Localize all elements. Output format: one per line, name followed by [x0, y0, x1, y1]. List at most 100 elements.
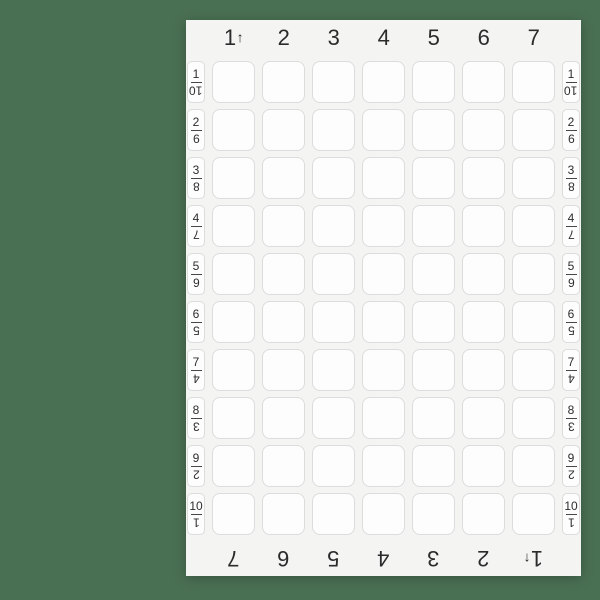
fraction-bar [190, 465, 202, 467]
board-cell[interactable] [362, 205, 405, 247]
fraction-bar [565, 225, 577, 227]
board-cell[interactable] [512, 349, 555, 391]
row-number-opposite-rotated: 9 [192, 131, 200, 146]
board-cell[interactable] [312, 253, 355, 295]
board-cell[interactable] [362, 109, 405, 151]
column-number: 4 [377, 25, 390, 50]
board-cell[interactable] [212, 253, 255, 295]
fraction-bar [190, 417, 202, 419]
board-cell[interactable] [512, 109, 555, 151]
board-cell[interactable] [512, 205, 555, 247]
row-label-right: 10 1 [562, 493, 580, 535]
board-cell[interactable] [362, 445, 405, 487]
board-cell[interactable] [362, 349, 405, 391]
board-cell[interactable] [262, 61, 305, 103]
board-cell[interactable] [262, 205, 305, 247]
row-number-opposite-rotated: 3 [192, 419, 200, 434]
board-cell[interactable] [212, 157, 255, 199]
board-cell[interactable] [312, 61, 355, 103]
board-cell[interactable] [412, 349, 455, 391]
fraction-bar [565, 513, 577, 515]
board-cell[interactable] [362, 253, 405, 295]
row-number: 9 [192, 450, 200, 465]
board-cell[interactable] [362, 397, 405, 439]
board-cell[interactable] [462, 253, 505, 295]
board-cell[interactable] [462, 61, 505, 103]
board-cell[interactable] [262, 445, 305, 487]
board-cell[interactable] [362, 157, 405, 199]
board-cell[interactable] [512, 445, 555, 487]
board-cell[interactable] [512, 253, 555, 295]
board-cell[interactable] [312, 157, 355, 199]
board-cell[interactable] [412, 301, 455, 343]
row-number: 1 [567, 66, 575, 81]
board-cell[interactable] [512, 157, 555, 199]
board-cell[interactable] [412, 205, 455, 247]
board-cell[interactable] [412, 61, 455, 103]
board-cell[interactable] [462, 349, 505, 391]
row-label-left: 10 1 [187, 493, 205, 535]
column-top-label: 5 [412, 25, 455, 51]
board-cell[interactable] [212, 109, 255, 151]
row-number: 9 [567, 450, 575, 465]
board-cell[interactable] [262, 157, 305, 199]
row-number: 2 [567, 114, 575, 129]
board-cell[interactable] [462, 445, 505, 487]
board-cell[interactable] [212, 397, 255, 439]
column-number: 7 [227, 546, 240, 571]
row-label-left: 1 10 [187, 61, 205, 103]
board-cell[interactable] [312, 397, 355, 439]
row-number-opposite-rotated: 7 [192, 227, 200, 242]
board-cell[interactable] [462, 157, 505, 199]
board-cell[interactable] [212, 301, 255, 343]
fraction-bar [565, 273, 577, 275]
board-cell[interactable] [412, 253, 455, 295]
board-cell[interactable] [212, 205, 255, 247]
board-cell[interactable] [262, 301, 305, 343]
row-number-opposite-rotated: 10 [189, 83, 203, 98]
board-cell[interactable] [462, 397, 505, 439]
board-cell[interactable] [262, 253, 305, 295]
board-cell[interactable] [362, 301, 405, 343]
board-cell[interactable] [212, 61, 255, 103]
board-cell[interactable] [462, 205, 505, 247]
board-cell[interactable] [312, 205, 355, 247]
board-cell[interactable] [512, 301, 555, 343]
board-cell[interactable] [262, 349, 305, 391]
board-cell[interactable] [212, 349, 255, 391]
row-number-opposite-rotated: 1 [192, 515, 200, 530]
board-cell[interactable] [462, 109, 505, 151]
row-number-opposite-rotated: 2 [567, 467, 575, 482]
board-cell[interactable] [212, 445, 255, 487]
board-cell[interactable] [512, 61, 555, 103]
board-cell[interactable] [512, 493, 555, 535]
row-number-opposite-rotated: 10 [564, 83, 578, 98]
board-cell[interactable] [312, 493, 355, 535]
board-cell[interactable] [262, 493, 305, 535]
board-cell[interactable] [462, 301, 505, 343]
column-number: 7 [527, 25, 540, 50]
board-cell[interactable] [412, 397, 455, 439]
column-bottom-label: 1 ↑ [512, 545, 555, 571]
board-cell[interactable] [312, 109, 355, 151]
board-cell[interactable] [412, 157, 455, 199]
board-cell[interactable] [412, 445, 455, 487]
board-cell[interactable] [412, 109, 455, 151]
board-cell[interactable] [312, 445, 355, 487]
board-cell[interactable] [512, 397, 555, 439]
board-cell[interactable] [362, 61, 405, 103]
board-cell[interactable] [462, 493, 505, 535]
board-cell[interactable] [362, 493, 405, 535]
board-cell[interactable] [212, 493, 255, 535]
board-cell[interactable] [262, 109, 305, 151]
row-number-opposite-rotated: 4 [567, 371, 575, 386]
board-cell[interactable] [262, 397, 305, 439]
board-cell[interactable] [312, 301, 355, 343]
column-bottom-label: 6 [262, 545, 305, 571]
board-cell[interactable] [412, 493, 455, 535]
board-cell[interactable] [312, 349, 355, 391]
